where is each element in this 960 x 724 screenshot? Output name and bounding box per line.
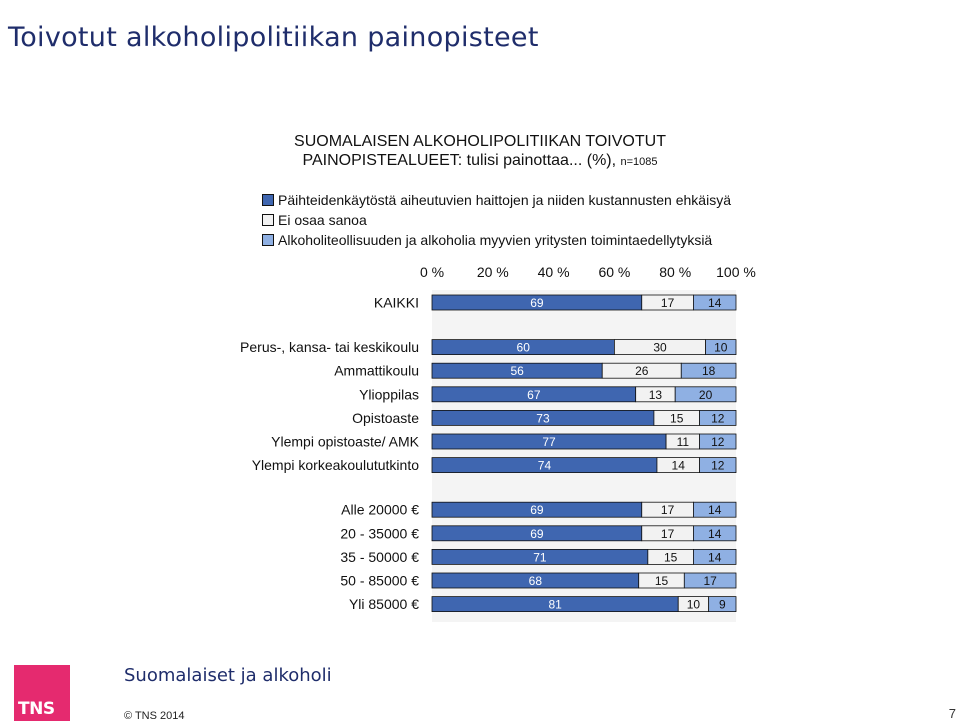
x-tick-label: 20 % bbox=[477, 264, 509, 280]
bar-segment bbox=[699, 409, 737, 426]
legend-label-industry: Alkoholiteollisuuden ja alkoholia myyvie… bbox=[278, 232, 713, 248]
chart-title: SUOMALAISEN ALKOHOLIPOLITIIKAN TOIVOTUT … bbox=[0, 132, 960, 172]
data-label: 14 bbox=[708, 296, 722, 310]
category-label-50-85000: 50 - 85000 € bbox=[340, 573, 419, 589]
chart-legend: Päihteidenkäytöstä aiheutuvien haittojen… bbox=[262, 190, 731, 250]
tns-logo: TNS bbox=[14, 665, 70, 721]
data-label: 17 bbox=[703, 574, 717, 588]
legend-swatch-prevention bbox=[262, 194, 274, 206]
category-label-alle-20000: Alle 20000 € bbox=[341, 502, 419, 518]
data-label: 69 bbox=[530, 527, 544, 541]
data-label: 30 bbox=[653, 341, 667, 355]
data-label: 69 bbox=[530, 503, 544, 517]
data-label: 67 bbox=[527, 388, 541, 402]
data-label: 60 bbox=[517, 341, 531, 355]
category-label-20-35000: 20 - 35000 € bbox=[340, 525, 419, 541]
chart-title-line1: SUOMALAISEN ALKOHOLIPOLITIIKAN TOIVOTUT bbox=[294, 133, 666, 150]
category-label-ylempi-opistoaste-amk: Ylempi opistoaste/ AMK bbox=[271, 434, 420, 450]
x-tick-label: 80 % bbox=[659, 264, 691, 280]
x-tick-label: 40 % bbox=[538, 264, 570, 280]
bar-segment bbox=[699, 433, 737, 450]
data-label: 77 bbox=[542, 435, 556, 449]
data-label: 17 bbox=[661, 527, 675, 541]
category-label-yli-85000: Yli 85000 € bbox=[349, 596, 419, 612]
data-label: 11 bbox=[677, 435, 690, 449]
data-label: 15 bbox=[655, 574, 669, 588]
bar-segment bbox=[693, 525, 737, 542]
data-label: 9 bbox=[719, 598, 726, 612]
category-label-35-50000: 35 - 50000 € bbox=[340, 549, 419, 565]
bar-segment bbox=[683, 572, 737, 589]
data-label: 20 bbox=[699, 388, 713, 402]
data-label: 14 bbox=[708, 550, 722, 564]
data-label: 14 bbox=[708, 527, 722, 541]
x-tick-label: 100 % bbox=[716, 264, 756, 280]
bar-segment bbox=[680, 362, 737, 379]
footer-title: Suomalaiset ja alkoholi bbox=[124, 665, 332, 686]
bar-segment bbox=[693, 501, 737, 518]
data-label: 14 bbox=[708, 503, 722, 517]
data-label: 14 bbox=[672, 459, 686, 473]
data-label: 13 bbox=[649, 388, 663, 402]
legend-swatch-dont-know bbox=[262, 214, 274, 226]
legend-swatch-industry bbox=[262, 234, 274, 246]
category-label-perus-kansa-tai-keskikoulu: Perus-, kansa- tai keskikoulu bbox=[240, 339, 419, 355]
category-label-ylioppilas: Ylioppilas bbox=[359, 386, 419, 402]
data-label: 56 bbox=[510, 364, 524, 378]
page-number: 7 bbox=[948, 706, 956, 721]
bar-segment bbox=[693, 294, 737, 311]
bar-segment bbox=[693, 549, 737, 565]
bar-segment bbox=[705, 339, 737, 356]
data-label: 17 bbox=[661, 296, 675, 310]
data-label: 12 bbox=[711, 411, 725, 425]
category-label-opistoaste: Opistoaste bbox=[352, 410, 419, 426]
chart-title-line2: PAINOPISTEALUEET: tulisi painottaa... (%… bbox=[0, 151, 960, 172]
category-label-ylempi-korkeakoulututkinto: Ylempi korkeakoulututkinto bbox=[252, 457, 420, 473]
data-label: 10 bbox=[687, 598, 701, 612]
chart-title-line2-text: PAINOPISTEALUEET: tulisi painottaa... (%… bbox=[302, 152, 617, 169]
x-tick-label: 60 % bbox=[598, 264, 630, 280]
data-label: 12 bbox=[711, 435, 725, 449]
data-label: 12 bbox=[711, 459, 725, 473]
chart-sample-size: n=1085 bbox=[620, 156, 658, 168]
category-label-kaikki: KAIKKI bbox=[374, 295, 419, 311]
data-label: 81 bbox=[548, 598, 562, 612]
data-label: 10 bbox=[714, 341, 728, 355]
data-label: 15 bbox=[664, 550, 678, 564]
data-label: 69 bbox=[530, 296, 544, 310]
slide-title: Toivotut alkoholipolitiikan painopisteet bbox=[8, 22, 539, 53]
data-label: 73 bbox=[536, 411, 550, 425]
data-label: 17 bbox=[661, 503, 675, 517]
data-label: 26 bbox=[635, 364, 649, 378]
legend-label-dont-know: Ei osaa sanoa bbox=[278, 212, 367, 228]
data-label: 15 bbox=[670, 411, 684, 425]
tns-logo-text: TNS bbox=[18, 699, 55, 719]
category-label-ammattikoulu: Ammattikoulu bbox=[334, 363, 419, 379]
legend-item-industry: Alkoholiteollisuuden ja alkoholia myyvie… bbox=[262, 230, 731, 250]
legend-label-prevention: Päihteidenkäytöstä aiheutuvien haittojen… bbox=[278, 192, 731, 208]
bar-segment bbox=[708, 596, 737, 612]
x-tick-label: 0 % bbox=[420, 264, 444, 280]
footer-copyright: © TNS 2014 bbox=[124, 710, 185, 722]
data-label: 18 bbox=[702, 364, 716, 378]
bar-segment bbox=[699, 457, 737, 474]
data-label: 74 bbox=[538, 459, 552, 473]
bar-segment bbox=[674, 386, 737, 403]
data-label: 71 bbox=[533, 550, 547, 564]
legend-item-prevention: Päihteidenkäytöstä aiheutuvien haittojen… bbox=[262, 190, 731, 210]
legend-item-dont-know: Ei osaa sanoa bbox=[262, 210, 731, 230]
data-label: 68 bbox=[529, 574, 543, 588]
